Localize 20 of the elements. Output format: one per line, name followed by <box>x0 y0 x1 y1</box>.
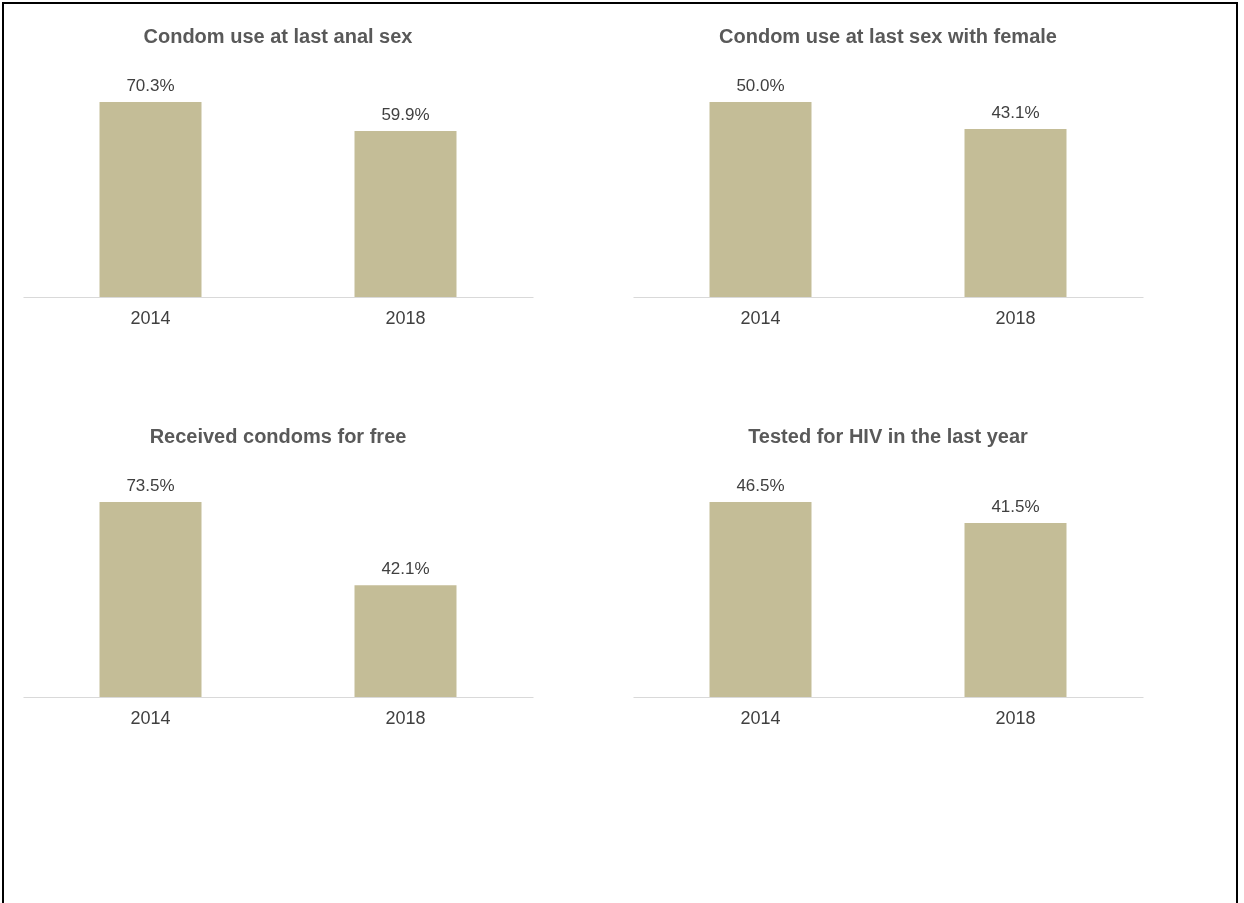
data-label: 46.5% <box>736 476 785 496</box>
data-label: 43.1% <box>991 102 1040 122</box>
data-label: 73.5% <box>126 476 175 496</box>
x-tick-label: 2018 <box>995 707 1036 728</box>
data-label: 70.3% <box>126 76 175 96</box>
x-tick-label: 2018 <box>385 307 426 328</box>
chart-title: Tested for HIV in the last year <box>748 425 1029 447</box>
chart-title: Received condoms for free <box>149 425 407 447</box>
x-tick-label: 2014 <box>740 707 781 728</box>
x-tick-label: 2014 <box>130 307 171 328</box>
data-label: 42.1% <box>381 559 430 579</box>
x-tick-label: 2018 <box>995 307 1036 328</box>
data-label: 59.9% <box>381 104 430 124</box>
chart-title: Condom use at last sex with female <box>719 25 1057 47</box>
data-label: 50.0% <box>736 76 785 96</box>
chart-title: Condom use at last anal sex <box>143 25 413 47</box>
x-tick-label: 2018 <box>385 707 426 728</box>
x-tick-label: 2014 <box>130 707 171 728</box>
data-label: 41.5% <box>991 497 1040 517</box>
x-tick-label: 2014 <box>740 307 781 328</box>
